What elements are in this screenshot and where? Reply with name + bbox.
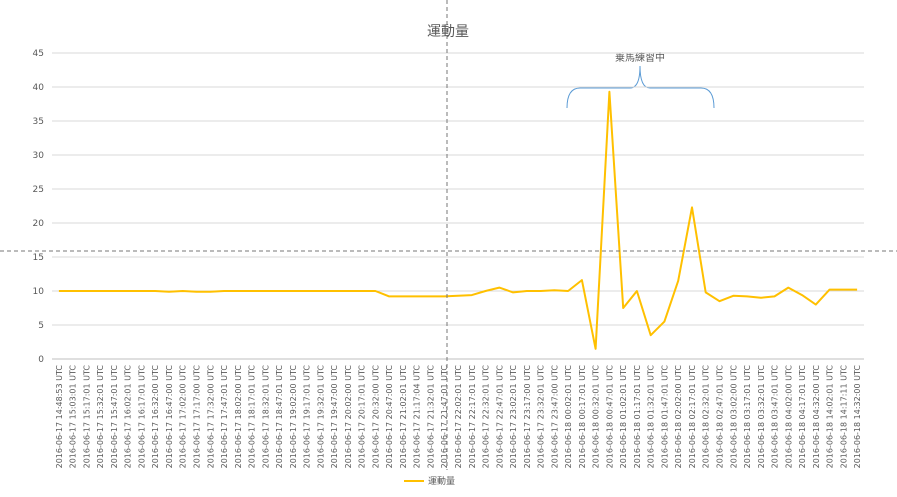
x-tick-label: 2016-06-17 23:17:00 UTC (523, 365, 532, 469)
x-tick-label: 2016-06-18 02:02:00 UTC (674, 365, 683, 469)
x-tick-label: 2016-06-18 00:47:01 UTC (605, 365, 614, 469)
x-tick-label: 2016-06-17 22:32:01 UTC (482, 365, 491, 469)
x-tick-label: 2016-06-17 17:32:00 UTC (206, 365, 215, 469)
y-tick-label: 25 (33, 185, 44, 195)
x-tick-label: 2016-06-18 00:32:01 UTC (592, 365, 601, 469)
x-tick-label: 2016-06-17 16:32:00 UTC (151, 365, 160, 469)
x-tick-label: 2016-06-17 17:47:01 UTC (220, 365, 229, 469)
x-tick-label: 2016-06-17 21:47:01 UTC (440, 365, 449, 469)
x-tick-label: 2016-06-17 21:17:04 UTC (413, 365, 422, 469)
x-tick-label: 2016-06-17 18:47:01 UTC (275, 365, 284, 469)
x-tick-label: 2016-06-18 14:17:11 UTC (839, 365, 848, 469)
x-tick-label: 2016-06-18 04:02:00 UTC (784, 365, 793, 469)
x-tick-label: 2016-06-17 19:32:01 UTC (316, 365, 325, 469)
legend-label: 運動量 (428, 476, 455, 487)
x-tick-label: 2016-06-18 04:32:00 UTC (812, 365, 821, 469)
x-tick-label: 2016-06-18 03:02:00 UTC (729, 365, 738, 469)
x-tick-label: 2016-06-18 02:17:01 UTC (688, 365, 697, 469)
x-tick-label: 2016-06-17 23:47:00 UTC (550, 365, 559, 469)
y-tick-label: 40 (33, 83, 45, 93)
x-tick-label: 2016-06-18 01:17:01 UTC (633, 365, 642, 469)
x-tick-label: 2016-06-18 14:02:01 UTC (826, 365, 835, 469)
x-tick-label: 2016-06-17 22:17:01 UTC (468, 365, 477, 469)
x-tick-label: 2016-06-18 03:47:01 UTC (771, 365, 780, 469)
x-tick-label: 2016-06-17 23:02:01 UTC (509, 365, 518, 469)
x-tick-label: 2016-06-17 19:47:00 UTC (330, 365, 339, 469)
x-tick-label: 2016-06-17 19:17:01 UTC (303, 365, 312, 469)
x-tick-label: 2016-06-17 20:47:00 UTC (385, 365, 394, 469)
x-tick-label: 2016-06-17 16:02:01 UTC (124, 365, 133, 469)
x-tick-label: 2016-06-18 01:32:01 UTC (647, 365, 656, 469)
x-tick-label: 2016-06-17 18:17:01 UTC (248, 365, 257, 469)
x-tick-label: 2016-06-17 22:47:01 UTC (495, 365, 504, 469)
x-tick-label: 2016-06-18 02:47:01 UTC (715, 365, 724, 469)
chart-title: 運動量 (427, 24, 469, 40)
x-tick-label: 2016-06-17 14:48:53 UTC (55, 365, 64, 469)
y-tick-label: 45 (33, 49, 44, 59)
x-tick-label: 2016-06-17 16:47:00 UTC (165, 365, 174, 469)
x-tick-label: 2016-06-17 21:02:01 UTC (399, 365, 408, 469)
x-tick-label: 2016-06-17 22:02:01 UTC (454, 365, 463, 469)
y-tick-label: 20 (33, 219, 45, 229)
annotation: 乗馬練習中 (615, 51, 665, 64)
x-tick-label: 2016-06-18 01:02:01 UTC (619, 365, 628, 469)
x-tick-label: 2016-06-18 00:02:01 UTC (564, 365, 573, 469)
x-tick-label: 2016-06-18 02:32:01 UTC (702, 365, 711, 469)
y-tick-label: 0 (38, 355, 44, 365)
x-tick-label: 2016-06-17 15:03:01 UTC (69, 365, 78, 469)
data-line (58, 90, 858, 350)
x-tick-label: 2016-06-17 17:17:00 UTC (193, 365, 202, 469)
x-tick-label: 2016-06-18 00:17:01 UTC (578, 365, 587, 469)
x-tick-label: 2016-06-17 15:32:01 UTC (96, 365, 105, 469)
x-tick-label: 2016-06-17 15:17:01 UTC (82, 365, 91, 469)
x-tick-label: 2016-06-17 19:02:00 UTC (289, 365, 298, 469)
x-tick-label: 2016-06-18 03:32:01 UTC (757, 365, 766, 469)
x-tick-label: 2016-06-17 17:02:00 UTC (179, 365, 188, 469)
y-tick-label: 10 (33, 287, 45, 297)
x-tick-label: 2016-06-17 20:17:01 UTC (358, 365, 367, 469)
plot-area: 0 5 10 15 20 25 30 35 40 45 2016-06-17 14:48:53 UT… (33, 49, 864, 487)
y-tick-label: 30 (33, 151, 45, 161)
x-tick-label: 2016-06-17 18:32:01 UTC (261, 365, 270, 469)
x-tick-label: 2016-06-18 03:17:01 UTC (743, 365, 752, 469)
x-tick-label: 2016-06-18 04:17:01 UTC (798, 365, 807, 469)
x-tick-label: 2016-06-17 16:17:01 UTC (137, 365, 146, 469)
x-tick-label: 2016-06-17 20:02:00 UTC (344, 365, 353, 469)
y-tick-label: 5 (38, 321, 44, 331)
x-tick-label: 2016-06-17 20:32:00 UTC (371, 365, 380, 469)
x-tick-label: 2016-06-17 21:32:01 UTC (426, 365, 435, 469)
annotation-brace (566, 65, 715, 109)
x-tick-label: 2016-06-18 01:47:01 UTC (660, 365, 669, 469)
x-tick-label: 2016-06-17 23:32:01 UTC (537, 365, 546, 469)
x-tick-label: 2016-06-18 14:32:00 UTC (853, 365, 862, 469)
x-tick-label: 2016-06-17 18:02:00 UTC (234, 365, 243, 469)
y-tick-label: 35 (33, 117, 44, 127)
x-tick-label: 2016-06-17 15:47:01 UTC (110, 365, 119, 469)
y-tick-label: 15 (33, 253, 44, 263)
